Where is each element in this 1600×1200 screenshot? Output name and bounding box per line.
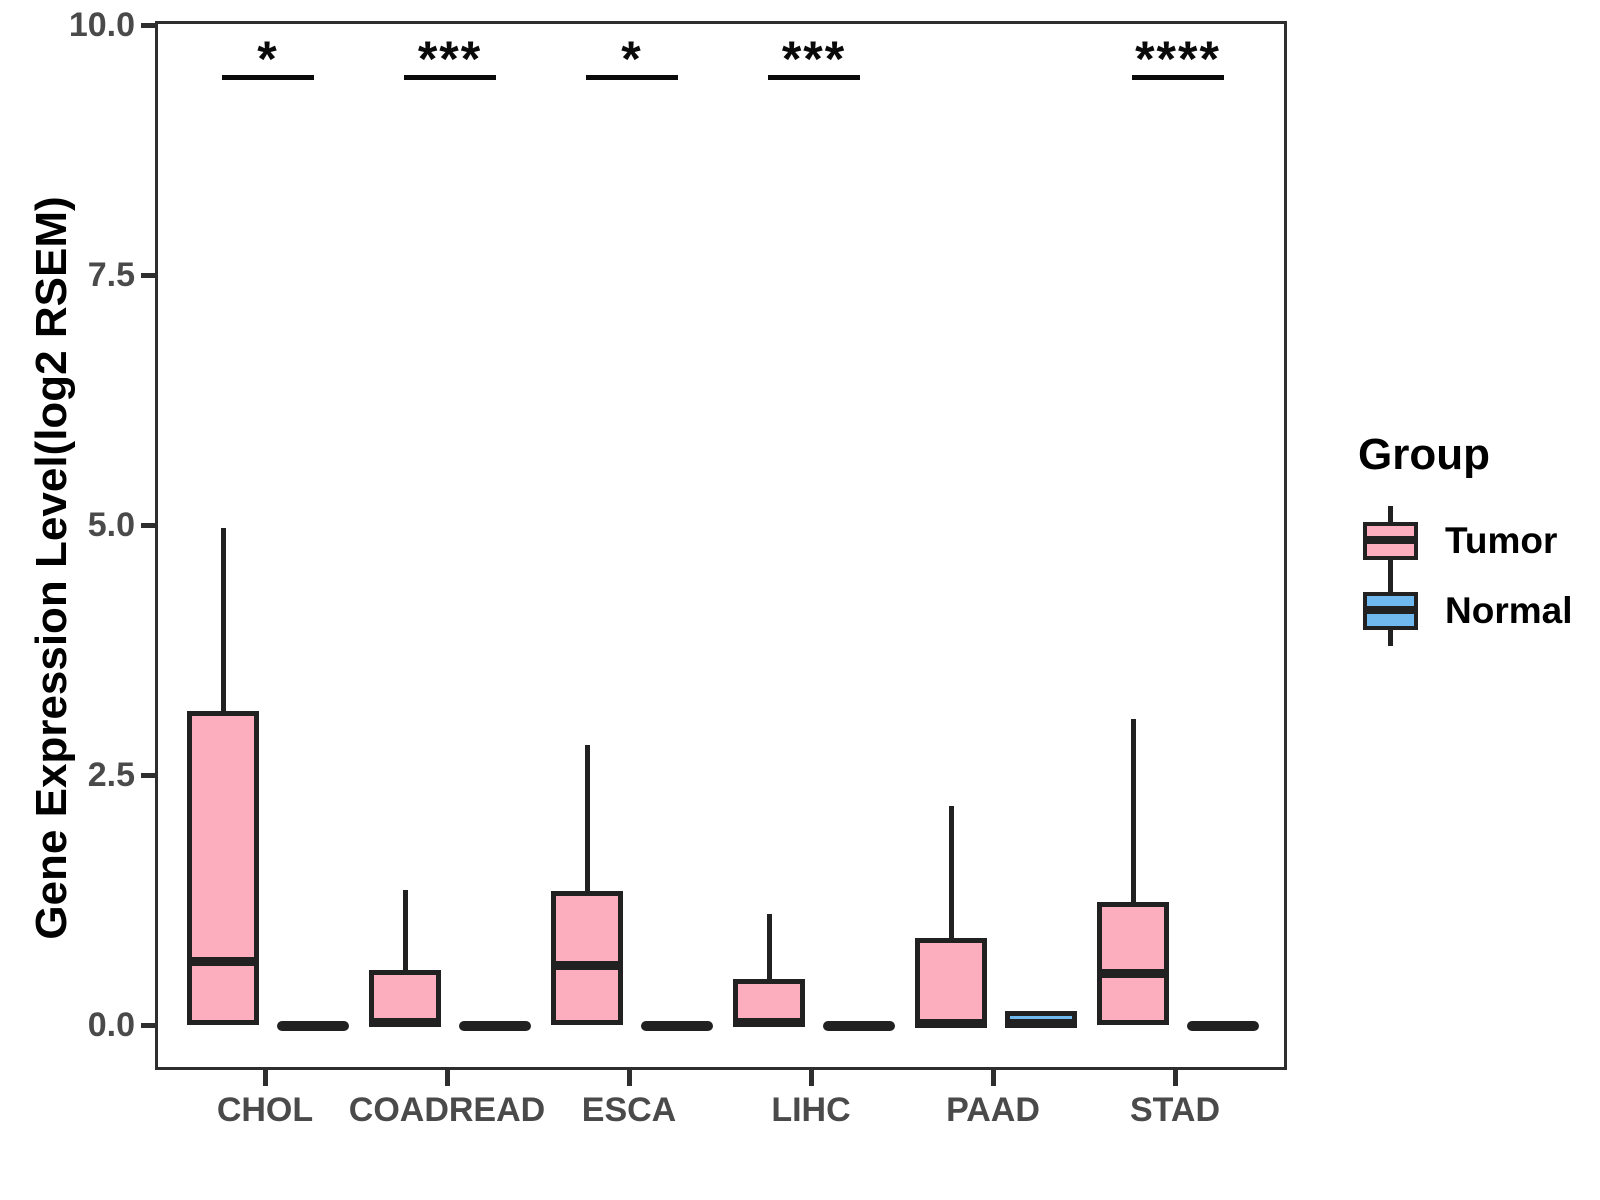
upper-whisker [948, 806, 954, 938]
y-tick-mark [141, 1022, 156, 1028]
tumor-box [915, 938, 987, 1026]
tumor-box [551, 891, 623, 1025]
legend-key-tumor [1363, 506, 1418, 576]
upper-whisker [402, 890, 408, 970]
y-tick-mark [141, 772, 156, 778]
normal-flat-box [277, 1021, 349, 1031]
tumor-box [187, 711, 259, 1025]
x-tick-mark [1172, 1070, 1178, 1086]
significance-line [222, 75, 314, 80]
legend-item: Tumor [1340, 506, 1590, 576]
x-tick-label: PAAD [946, 1091, 1040, 1129]
normal-flat-box [1187, 1021, 1259, 1031]
y-tick-label: 7.5 [87, 256, 135, 294]
significance-stars: * [257, 31, 279, 87]
x-tick-label: COADREAD [348, 1091, 546, 1129]
legend-key-upper-whisker [1388, 576, 1393, 592]
significance-stars: *** [417, 31, 483, 87]
legend-title: Group [1358, 430, 1490, 479]
x-tick-label: CHOL [216, 1091, 314, 1129]
y-tick-label: 0.0 [87, 1006, 135, 1044]
significance-line [1132, 75, 1224, 80]
x-tick-label: STAD [1129, 1091, 1221, 1129]
upper-whisker [1130, 719, 1136, 902]
tumor-box [1097, 902, 1169, 1025]
x-tick-label: LIHC [771, 1091, 851, 1129]
legend-key-lower-whisker [1388, 560, 1393, 576]
median-line [1005, 1018, 1077, 1028]
legend-key-normal [1363, 576, 1418, 646]
plot-panel: * *** * *** **** [155, 21, 1287, 1070]
x-tick-label: ESCA [581, 1091, 677, 1129]
x-tick-mark [990, 1070, 996, 1086]
significance-line [404, 75, 496, 80]
legend-label: Tumor [1445, 520, 1558, 561]
upper-whisker [584, 745, 590, 891]
median-line [187, 956, 259, 966]
y-tick-label: 5.0 [87, 506, 135, 544]
upper-whisker [220, 528, 226, 711]
legend-key-median [1363, 606, 1418, 614]
median-line [369, 1017, 441, 1027]
upper-whisker [766, 914, 772, 979]
legend-key-upper-whisker [1388, 506, 1393, 522]
legend-items: Tumor Normal [1340, 506, 1590, 646]
median-line [915, 1018, 987, 1028]
normal-flat-box [459, 1021, 531, 1031]
y-tick-label: 2.5 [87, 756, 135, 794]
legend-key-median [1363, 536, 1418, 544]
legend: Group Tumor Normal [1340, 430, 1590, 646]
y-tick-mark [141, 522, 156, 528]
significance-line [586, 75, 678, 80]
y-tick-mark [141, 22, 156, 28]
median-line [1097, 968, 1169, 978]
significance-line [768, 75, 860, 80]
significance-stars: *** [781, 31, 847, 87]
legend-item: Normal [1340, 576, 1590, 646]
x-tick-mark [262, 1070, 268, 1086]
y-tick-mark [141, 272, 156, 278]
tumor-box [733, 979, 805, 1025]
y-tick-label: 10.0 [68, 6, 135, 44]
significance-stars: * [621, 31, 643, 87]
normal-flat-box [823, 1021, 895, 1031]
x-tick-mark [626, 1070, 632, 1086]
median-line [733, 1017, 805, 1027]
legend-label: Normal [1445, 590, 1573, 631]
legend-key-lower-whisker [1388, 630, 1393, 646]
median-line [551, 960, 623, 970]
normal-flat-box [641, 1021, 713, 1031]
x-tick-mark [444, 1070, 450, 1086]
significance-stars: **** [1135, 31, 1221, 87]
x-tick-mark [808, 1070, 814, 1086]
